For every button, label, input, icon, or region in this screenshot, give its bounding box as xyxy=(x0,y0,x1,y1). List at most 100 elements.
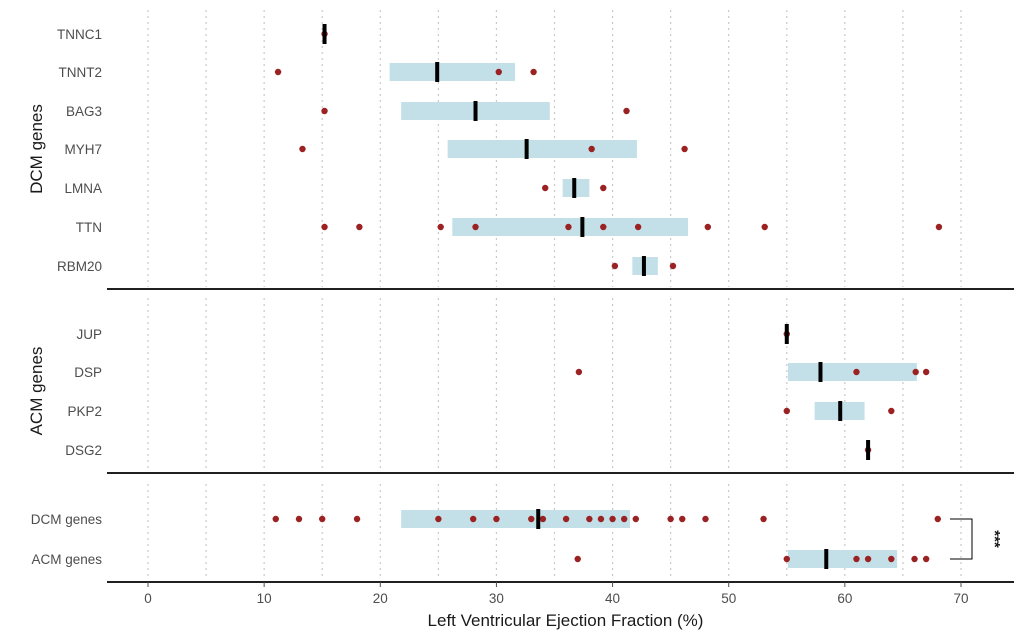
data-point xyxy=(437,223,444,231)
data-point xyxy=(760,515,767,523)
x-tick-label: 20 xyxy=(373,591,388,606)
data-point xyxy=(912,368,919,376)
row-dcm-genes: DCM genes xyxy=(31,509,941,529)
median-marker xyxy=(572,178,577,198)
data-point xyxy=(704,223,712,231)
data-point xyxy=(922,368,930,376)
data-point xyxy=(299,145,306,153)
data-point xyxy=(934,515,941,523)
data-point xyxy=(495,68,502,76)
data-point xyxy=(922,555,930,563)
data-point xyxy=(321,107,328,115)
data-point xyxy=(493,515,500,523)
row-label: JUP xyxy=(76,327,102,342)
median-marker xyxy=(784,324,789,344)
data-point xyxy=(935,223,943,231)
data-point xyxy=(574,555,581,563)
data-point xyxy=(888,555,895,563)
row-pkp2: PKP2 xyxy=(67,401,895,421)
row-label: DSG2 xyxy=(65,443,102,458)
data-point xyxy=(600,223,607,231)
row-label: PKP2 xyxy=(67,404,102,419)
data-point xyxy=(274,68,282,76)
iqr-box xyxy=(787,550,898,568)
row-label: DSP xyxy=(74,365,102,380)
iqr-box xyxy=(401,510,630,528)
median-marker xyxy=(641,256,646,276)
x-tick-label: 10 xyxy=(257,591,272,606)
row-label: TTN xyxy=(76,220,102,235)
data-point xyxy=(600,184,607,192)
row-ttn: TTN xyxy=(76,217,943,237)
data-point xyxy=(586,515,593,523)
data-point xyxy=(702,515,709,523)
median-marker xyxy=(536,509,541,529)
significance-label: *** xyxy=(986,530,1003,548)
row-label: RBM20 xyxy=(57,259,102,274)
x-tick-label: 70 xyxy=(953,591,968,606)
row-dsg2: DSG2 xyxy=(65,440,872,460)
median-marker xyxy=(818,362,823,382)
x-tick-label: 0 xyxy=(144,591,152,606)
data-point xyxy=(623,107,630,115)
data-point xyxy=(295,515,303,523)
data-point xyxy=(681,145,688,153)
median-marker xyxy=(824,549,829,569)
row-jup: JUP xyxy=(76,324,790,344)
x-tick-label: 30 xyxy=(489,591,504,606)
data-point xyxy=(761,223,768,231)
panel-1: DCM genes TNNC1 TNNT2 BAG3 MYH7 LMNA TTN RBM20 xyxy=(27,10,1014,290)
panel-title: ACM genes xyxy=(27,347,46,436)
data-point xyxy=(321,223,328,231)
data-point xyxy=(679,515,686,523)
data-point xyxy=(319,515,326,523)
data-point xyxy=(588,145,595,153)
row-label: TNNC1 xyxy=(57,27,102,42)
panel-2: ACM genes JUP DSP PKP2 DSG2 xyxy=(27,298,1014,474)
data-point xyxy=(853,368,860,376)
data-point xyxy=(632,515,639,523)
median-marker xyxy=(322,24,327,44)
data-point xyxy=(620,515,628,523)
row-dsp: DSP xyxy=(74,362,930,382)
data-point xyxy=(783,407,790,415)
data-point xyxy=(911,555,918,563)
data-point xyxy=(272,515,279,523)
data-point xyxy=(435,515,442,523)
data-point xyxy=(565,223,572,231)
data-point xyxy=(597,515,605,523)
data-point xyxy=(530,68,537,76)
row-label: MYH7 xyxy=(64,142,102,157)
data-point xyxy=(356,223,363,231)
row-acm-genes: ACM genes xyxy=(31,549,930,569)
data-point xyxy=(864,555,872,563)
row-tnnt2: TNNT2 xyxy=(59,62,537,82)
median-marker xyxy=(866,440,871,460)
iqr-box xyxy=(787,363,917,381)
x-axis-title: Left Ventricular Ejection Fraction (%) xyxy=(428,611,704,630)
data-point xyxy=(783,555,790,563)
x-tick-label: 50 xyxy=(721,591,736,606)
data-point xyxy=(575,368,583,376)
data-point xyxy=(562,515,570,523)
row-label: LMNA xyxy=(64,181,102,196)
data-point xyxy=(853,555,860,563)
data-point xyxy=(634,223,642,231)
median-marker xyxy=(524,139,529,159)
median-marker xyxy=(435,62,440,82)
data-point xyxy=(888,407,895,415)
row-tnnc1: TNNC1 xyxy=(57,24,328,44)
iqr-box xyxy=(389,63,516,81)
data-point xyxy=(609,515,616,523)
data-point xyxy=(669,262,677,270)
data-point xyxy=(472,223,479,231)
row-bag3: BAG3 xyxy=(66,101,630,121)
row-label: TNNT2 xyxy=(59,65,103,80)
row-label: DCM genes xyxy=(31,512,103,527)
panel-title: DCM genes xyxy=(27,104,46,194)
significance-bracket xyxy=(950,518,973,560)
data-point xyxy=(667,515,674,523)
panel-3: DCM genes ACM genes xyxy=(31,484,1014,583)
median-marker xyxy=(580,217,585,237)
